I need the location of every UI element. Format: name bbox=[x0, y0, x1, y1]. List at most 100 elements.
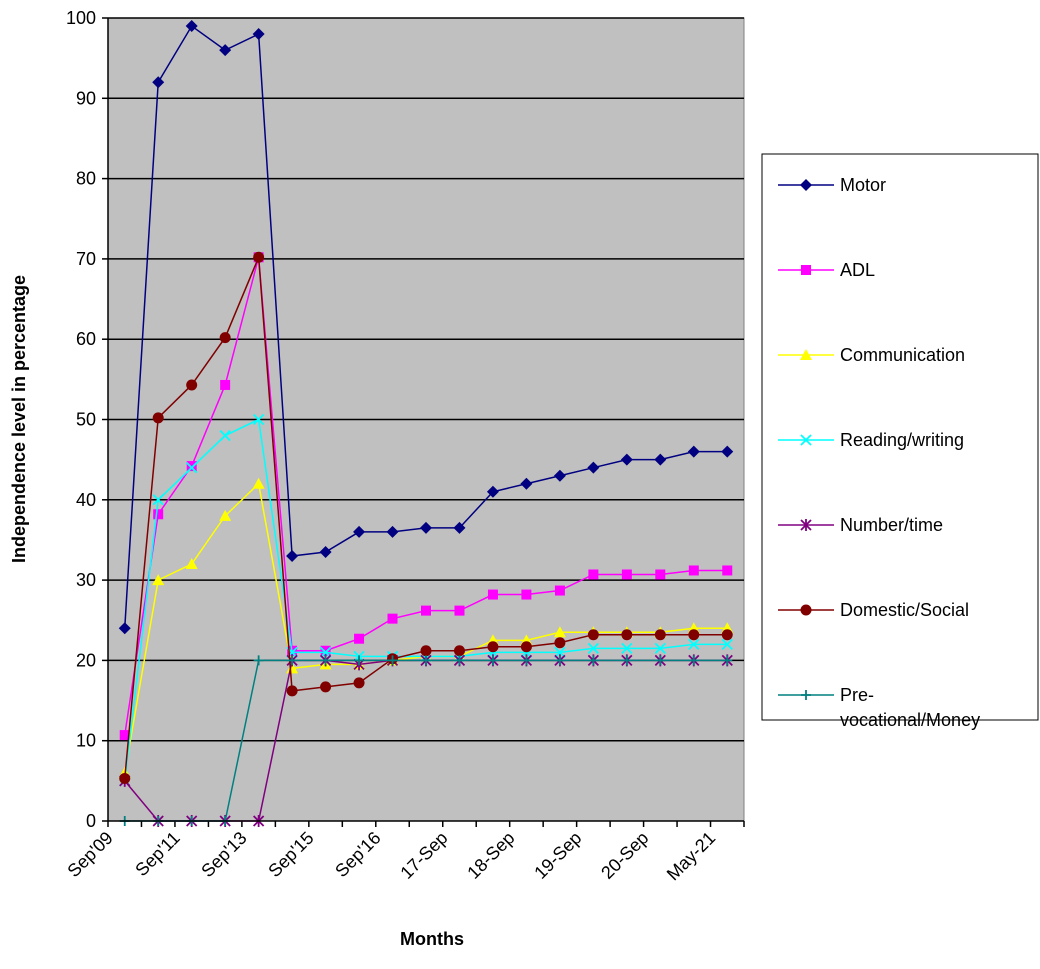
x-axis-title: Months bbox=[400, 929, 464, 949]
data-point-reading-writing bbox=[654, 642, 666, 654]
y-tick-label: 40 bbox=[76, 490, 96, 510]
data-point-motor bbox=[219, 44, 232, 57]
data-point-adl bbox=[454, 605, 465, 616]
gridlines bbox=[108, 17, 744, 742]
data-point-domestic-social bbox=[621, 629, 633, 641]
y-tick-label: 80 bbox=[76, 169, 96, 189]
x-tick-label: Sep'13 bbox=[197, 828, 250, 881]
data-point-adl bbox=[521, 589, 532, 600]
data-point-adl bbox=[153, 509, 164, 520]
x-tick-label: Sep'15 bbox=[264, 828, 317, 881]
legend: Motor ADL Communication Reading/writing Numb… bbox=[761, 153, 1039, 730]
data-point-motor bbox=[687, 445, 700, 458]
data-point-domestic-social bbox=[721, 629, 733, 641]
x-tick-label: May-21 bbox=[663, 828, 720, 885]
data-point-domestic-social bbox=[286, 685, 298, 697]
legend-marker bbox=[801, 265, 811, 275]
legend-item-domestic-social: Domestic/Social bbox=[778, 600, 969, 620]
data-point-motor bbox=[654, 453, 667, 466]
y-tick-label: 20 bbox=[76, 650, 96, 670]
data-point-motor bbox=[520, 477, 533, 490]
data-point-pre-vocational-money bbox=[421, 655, 431, 666]
series-domestic-social bbox=[119, 251, 733, 784]
data-point-motor bbox=[453, 521, 466, 534]
data-point-adl bbox=[220, 379, 231, 390]
data-point-motor bbox=[252, 28, 265, 41]
legend-label: Number/time bbox=[840, 515, 943, 535]
y-axis-title: Independence level in percentage bbox=[9, 275, 29, 563]
y-axis-ticks: 0 10 20 30 40 50 60 70 80 90 100 bbox=[66, 8, 108, 831]
data-point-domestic-social bbox=[554, 637, 566, 649]
data-point-domestic-social bbox=[587, 629, 599, 641]
legend-marker bbox=[800, 179, 812, 191]
data-point-motor bbox=[185, 20, 198, 33]
data-point-pre-vocational-money bbox=[387, 655, 398, 666]
data-point-reading-writing bbox=[721, 638, 733, 650]
data-point-pre-vocational-money bbox=[521, 655, 532, 666]
data-point-adl bbox=[320, 645, 331, 656]
data-point-adl bbox=[487, 589, 498, 600]
data-point-adl bbox=[387, 613, 398, 624]
data-point-pre-vocational-money bbox=[487, 655, 498, 666]
data-point-motor bbox=[587, 461, 600, 474]
data-point-domestic-social bbox=[520, 641, 532, 653]
legend-marker bbox=[800, 434, 812, 446]
y-tick-label: 0 bbox=[86, 811, 96, 831]
legend-label: Domestic/Social bbox=[840, 600, 969, 620]
data-point-motor bbox=[286, 550, 299, 563]
legend-marker bbox=[801, 690, 811, 700]
series-motor bbox=[118, 20, 734, 635]
data-point-motor bbox=[152, 76, 165, 89]
data-point-communication bbox=[219, 509, 232, 521]
data-point-reading-writing bbox=[252, 413, 265, 426]
data-point-motor bbox=[486, 485, 499, 498]
data-point-pre-vocational-money bbox=[287, 655, 298, 666]
data-point-pre-vocational-money bbox=[354, 655, 365, 666]
data-point-adl bbox=[722, 565, 733, 576]
data-point-domestic-social bbox=[654, 629, 666, 641]
x-tick-label: Sep'09 bbox=[63, 828, 116, 881]
data-point-reading-writing bbox=[621, 642, 633, 654]
data-point-domestic-social bbox=[353, 677, 365, 689]
data-point-domestic-social bbox=[186, 379, 198, 391]
data-point-communication bbox=[185, 558, 198, 570]
data-point-pre-vocational-money bbox=[554, 655, 565, 666]
data-point-pre-vocational-money bbox=[655, 655, 666, 666]
legend-marker bbox=[800, 519, 812, 531]
data-point-domestic-social bbox=[219, 332, 231, 344]
x-tick-label: 19-Sep bbox=[530, 828, 585, 883]
y-tick-label: 90 bbox=[76, 88, 96, 108]
data-point-adl bbox=[554, 585, 565, 596]
data-point-pre-vocational-money bbox=[621, 655, 632, 666]
data-point-pre-vocational-money bbox=[688, 655, 699, 666]
legend-label: Motor bbox=[840, 175, 886, 195]
data-point-pre-vocational-money bbox=[454, 655, 465, 666]
legend-label: ADL bbox=[840, 260, 875, 280]
data-point-communication bbox=[286, 662, 299, 674]
y-tick-label: 10 bbox=[76, 731, 96, 751]
data-point-domestic-social bbox=[487, 641, 499, 653]
y-tick-label: 50 bbox=[76, 410, 96, 430]
data-point-domestic-social bbox=[119, 772, 131, 784]
data-point-domestic-social bbox=[152, 412, 164, 424]
data-point-motor bbox=[353, 525, 366, 538]
legend-label: Reading/writing bbox=[840, 430, 964, 450]
data-point-motor bbox=[118, 622, 131, 635]
data-point-communication bbox=[553, 626, 566, 638]
data-point-domestic-social bbox=[420, 645, 432, 657]
data-point-motor bbox=[386, 525, 399, 538]
data-point-domestic-social bbox=[253, 251, 265, 263]
data-point-motor bbox=[420, 521, 432, 534]
y-tick-label: 100 bbox=[66, 8, 96, 28]
legend-label: vocational/Money bbox=[840, 710, 980, 730]
data-point-reading-writing bbox=[587, 642, 600, 654]
legend-item-pre-vocational-money: Pre-vocational/Money bbox=[778, 685, 980, 730]
series-layer bbox=[118, 20, 734, 827]
data-point-motor bbox=[319, 545, 332, 558]
x-tick-label: 20-Sep bbox=[597, 828, 652, 883]
data-point-adl bbox=[421, 605, 431, 616]
data-point-pre-vocational-money bbox=[722, 655, 733, 666]
legend-item-motor: Motor bbox=[778, 175, 886, 195]
data-point-communication bbox=[252, 477, 265, 489]
